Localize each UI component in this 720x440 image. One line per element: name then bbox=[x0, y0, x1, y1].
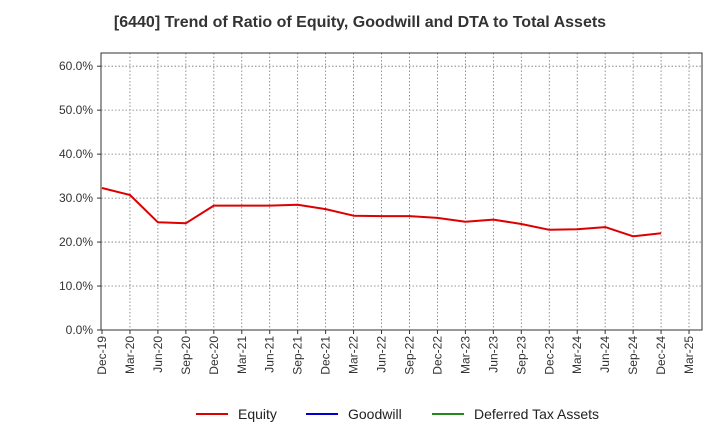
legend-label-deferred-tax-assets: Deferred Tax Assets bbox=[474, 406, 599, 422]
x-tick-label: Jun-23 bbox=[486, 336, 500, 373]
x-tick-label: Mar-23 bbox=[458, 336, 472, 374]
x-tick-label: Dec-22 bbox=[430, 336, 444, 375]
grid bbox=[101, 53, 702, 330]
x-tick-label: Dec-24 bbox=[654, 336, 668, 375]
x-tick-label: Sep-24 bbox=[626, 336, 640, 375]
y-tick-label: 50.0% bbox=[59, 103, 93, 117]
x-tick-label: Mar-25 bbox=[682, 336, 696, 374]
x-tick-label: Mar-24 bbox=[570, 336, 584, 374]
x-tick-label: Mar-21 bbox=[235, 336, 249, 374]
x-tick-label: Dec-21 bbox=[319, 336, 333, 375]
x-tick-label: Jun-24 bbox=[598, 336, 612, 373]
x-tick-label: Dec-19 bbox=[95, 336, 109, 375]
x-tick-label: Sep-21 bbox=[291, 336, 305, 375]
x-axis: Dec-19 Mar-20 Jun-20 Sep-20 Dec-20 Mar-21 Jun-… bbox=[95, 330, 696, 375]
x-tick-label: Jun-21 bbox=[263, 336, 277, 373]
y-tick-label: 30.0% bbox=[59, 191, 93, 205]
y-tick-label: 20.0% bbox=[59, 235, 93, 249]
x-tick-label: Sep-23 bbox=[514, 336, 528, 375]
legend-label-goodwill: Goodwill bbox=[348, 406, 402, 422]
x-tick-label: Dec-20 bbox=[207, 336, 221, 375]
x-tick-label: Dec-23 bbox=[542, 336, 556, 375]
y-tick-label: 0.0% bbox=[66, 323, 94, 337]
y-tick-label: 40.0% bbox=[59, 147, 93, 161]
y-axis: 0.0% 10.0% 20.0% 30.0% 40.0% 50.0% 60.0% bbox=[59, 59, 101, 337]
legend-label-equity: Equity bbox=[238, 406, 277, 422]
chart-title: [6440] Trend of Ratio of Equity, Goodwil… bbox=[113, 14, 607, 31]
x-tick-label: Jun-20 bbox=[151, 336, 165, 373]
x-tick-label: Sep-20 bbox=[179, 336, 193, 375]
plot-area-border bbox=[100, 52, 703, 331]
x-tick-label: Sep-22 bbox=[402, 336, 416, 375]
x-tick-label: Mar-20 bbox=[123, 336, 137, 374]
x-tick-label: Mar-22 bbox=[347, 336, 361, 374]
legend: Equity Goodwill Deferred Tax Assets bbox=[196, 406, 599, 422]
y-tick-label: 60.0% bbox=[59, 59, 93, 73]
y-tick-label: 10.0% bbox=[59, 279, 93, 293]
series-layer bbox=[101, 187, 662, 238]
x-tick-label: Jun-22 bbox=[375, 336, 389, 373]
series-line-equity bbox=[101, 187, 662, 238]
